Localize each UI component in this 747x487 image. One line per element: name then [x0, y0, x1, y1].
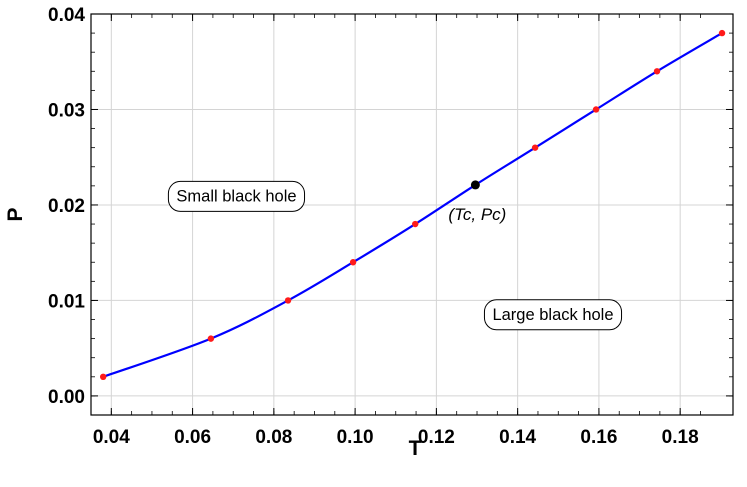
- y-tick-label: 0.03: [48, 100, 85, 121]
- x-axis-ticks: 0.04 0.06 0.08 0.10 0.12 0.14 0.16 0.18: [93, 14, 701, 448]
- critical-point-group: (Tc, Pc): [448, 180, 506, 224]
- x-tick-label: 0.12: [418, 427, 455, 448]
- x-tick-label: 0.10: [337, 427, 374, 448]
- y-axis-title: P: [4, 207, 27, 221]
- series-line: [102, 32, 723, 378]
- y-tick-label: 0.02: [48, 196, 85, 217]
- region-label-box: [483, 299, 623, 331]
- critical-point: [470, 180, 480, 190]
- region-label-text: Large black hole: [492, 306, 613, 324]
- plot-frame: [90, 13, 734, 416]
- y-tick-label: 0.00: [48, 387, 85, 408]
- x-tick-label: 0.18: [662, 427, 699, 448]
- plot-border: [90, 13, 734, 416]
- region-annotations: Small black hole Large black hole: [167, 180, 623, 331]
- data-point: [349, 259, 357, 266]
- data-point: [592, 106, 600, 113]
- grid: [91, 13, 733, 415]
- data-point: [207, 335, 215, 342]
- region-label: Large black hole: [483, 299, 623, 331]
- critical-point-label: (Tc, Pc): [448, 205, 506, 224]
- x-tick-label: 0.04: [93, 427, 130, 448]
- y-tick-label: 0.04: [48, 5, 85, 26]
- x-tick-label: 0.06: [174, 427, 211, 448]
- x-tick-label: 0.16: [580, 427, 617, 448]
- x-axis-title: T: [409, 437, 422, 460]
- x-tick-label: 0.08: [255, 427, 292, 448]
- y-axis-ticks: 0.00 0.01 0.02 0.03 0.04: [48, 5, 733, 408]
- data-point: [99, 373, 107, 381]
- coexistence-line: [102, 32, 723, 378]
- x-tick-label: 0.14: [499, 427, 536, 448]
- data-point: [718, 29, 726, 37]
- data-point: [653, 68, 661, 75]
- region-label-box: [167, 180, 306, 212]
- data-point: [531, 144, 539, 151]
- y-tick-label: 0.01: [48, 291, 85, 312]
- region-label-text: Small black hole: [176, 187, 296, 205]
- data-point: [284, 297, 292, 304]
- data-point: [412, 220, 419, 228]
- region-label: Small black hole: [167, 180, 306, 212]
- data-points: [99, 29, 726, 381]
